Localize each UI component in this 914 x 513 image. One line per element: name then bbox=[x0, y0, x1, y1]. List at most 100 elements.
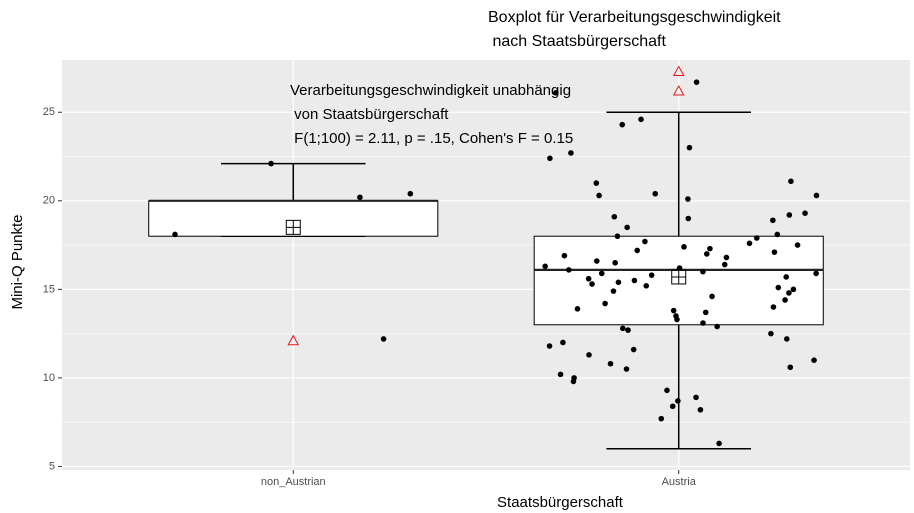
jitter-point bbox=[774, 231, 781, 238]
jitter-point bbox=[602, 300, 608, 307]
jitter-point bbox=[783, 274, 789, 280]
jitter-point bbox=[407, 190, 414, 197]
jitter-point bbox=[648, 272, 655, 278]
jitter-point bbox=[566, 267, 572, 273]
y-axis-title: Mini-Q Punkte bbox=[9, 214, 26, 309]
y-tick-label: 20 bbox=[43, 195, 55, 207]
jitter-point bbox=[607, 360, 614, 367]
jitter-point bbox=[380, 336, 387, 342]
jitter-point bbox=[630, 346, 637, 353]
outlier bbox=[672, 65, 685, 77]
jitter-point bbox=[172, 231, 178, 238]
jitter-point bbox=[625, 327, 631, 333]
x-axis-title: Staatsbürgerschaft bbox=[497, 494, 624, 511]
jitter-point bbox=[707, 245, 713, 252]
mean-marker bbox=[285, 219, 301, 235]
jitter-point bbox=[768, 330, 774, 337]
jitter-point bbox=[570, 378, 577, 385]
jitter-point bbox=[813, 192, 820, 199]
jitter-point bbox=[596, 192, 602, 199]
y-tick-label: 25 bbox=[43, 106, 55, 118]
jitter-point bbox=[685, 215, 692, 222]
jitter-point bbox=[631, 277, 638, 284]
jitter-point bbox=[560, 339, 566, 346]
chart-title: nach Staatsbürgerschaft bbox=[488, 33, 666, 50]
jitter-point bbox=[771, 249, 778, 255]
y-tick-label: 10 bbox=[43, 372, 55, 384]
jitter-point bbox=[716, 440, 722, 447]
jitter-point bbox=[723, 254, 730, 261]
jitter-point bbox=[638, 116, 644, 123]
jitter-point bbox=[775, 284, 782, 291]
jitter-point bbox=[619, 121, 626, 128]
jitter-point bbox=[586, 352, 592, 358]
jitter-point bbox=[268, 160, 274, 167]
jitter-point bbox=[612, 259, 618, 266]
y-tick-label: 5 bbox=[49, 460, 55, 472]
mean-cross bbox=[286, 220, 301, 235]
jitter-point bbox=[642, 238, 648, 245]
jitter-point bbox=[585, 275, 592, 282]
jitter-point bbox=[681, 244, 687, 250]
jitter-point bbox=[553, 89, 559, 96]
jitter-point bbox=[615, 279, 622, 286]
jitter-point bbox=[574, 306, 581, 312]
jitter-point bbox=[675, 398, 681, 404]
jitter-point bbox=[802, 210, 808, 216]
jitter-point bbox=[568, 150, 574, 156]
jitter-point bbox=[794, 242, 801, 248]
jitter-point bbox=[557, 371, 564, 378]
outlier bbox=[287, 334, 300, 346]
jitter-point bbox=[611, 213, 618, 220]
jitter-point bbox=[598, 270, 605, 277]
jitter-point bbox=[669, 403, 676, 410]
jitter-point bbox=[703, 251, 710, 257]
jitter-point bbox=[674, 316, 680, 323]
jitter-point bbox=[714, 323, 720, 330]
jitter-point bbox=[782, 297, 788, 303]
x-tick-label: non_Austrian bbox=[261, 476, 326, 488]
jitter-point bbox=[664, 387, 670, 394]
jitter-point bbox=[561, 252, 568, 259]
jitter-point bbox=[721, 261, 728, 268]
jitter-point bbox=[693, 394, 699, 401]
y-tick-label: 15 bbox=[43, 283, 55, 295]
jitter-point bbox=[753, 235, 760, 241]
jitter-point bbox=[709, 293, 715, 300]
jitter-point bbox=[589, 281, 595, 287]
jitter-point bbox=[542, 263, 548, 270]
annotation: von Staatsbürgerschaft bbox=[290, 106, 449, 123]
jitter-point bbox=[783, 336, 790, 342]
jitter-point bbox=[697, 406, 704, 413]
mean-cross bbox=[671, 269, 686, 284]
jitter-point bbox=[811, 357, 817, 363]
jitter-point bbox=[813, 270, 819, 277]
jitter-point bbox=[620, 325, 626, 332]
annotation: F(1;100) = 2.11, p = .15, Cohen's F = 0.… bbox=[290, 130, 573, 147]
jitter-point bbox=[614, 233, 621, 240]
jitter-point bbox=[547, 155, 553, 162]
jitter-point bbox=[686, 144, 693, 151]
jitter-point bbox=[786, 212, 793, 218]
jitter-point bbox=[643, 283, 650, 289]
jitter-point bbox=[770, 304, 777, 310]
jitter-point bbox=[652, 190, 659, 197]
jitter-point bbox=[700, 268, 706, 275]
x-tick-label: Austria bbox=[662, 476, 697, 488]
jitter-point bbox=[593, 258, 600, 264]
jitter-point bbox=[702, 309, 709, 316]
jitter-point bbox=[610, 288, 617, 294]
mean-marker bbox=[671, 269, 687, 285]
jitter-point bbox=[788, 178, 794, 185]
jitter-point bbox=[357, 194, 363, 201]
jitter-point bbox=[700, 320, 706, 326]
jitter-point bbox=[787, 364, 794, 371]
outlier bbox=[672, 84, 685, 96]
jitter-point bbox=[634, 247, 640, 254]
jitter-point bbox=[786, 290, 792, 296]
annotation: Verarbeitungsgeschwindigkeit unabhängig bbox=[290, 82, 571, 99]
jitter-point bbox=[770, 217, 776, 224]
jitter-point bbox=[746, 240, 753, 247]
jitter-point bbox=[693, 79, 700, 85]
